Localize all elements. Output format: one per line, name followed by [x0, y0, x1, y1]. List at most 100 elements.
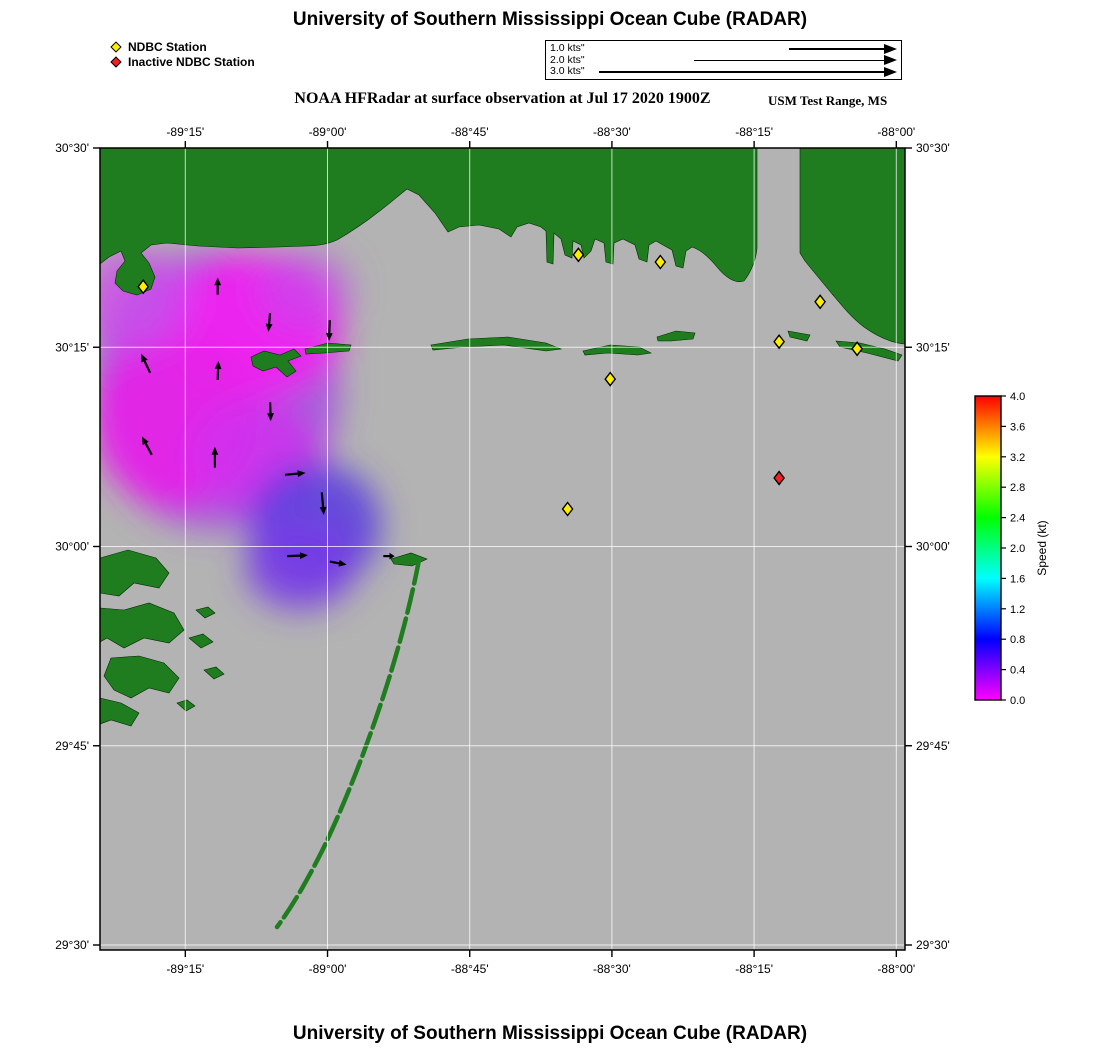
lon-label-bottom: -89°15'	[166, 962, 204, 976]
vector-scale-row: 2.0 kts"	[546, 53, 901, 67]
vector-scale-row: 3.0 kts"	[546, 66, 901, 78]
current-vector-shaft	[284, 472, 298, 476]
lon-label-top: -88°30'	[593, 125, 631, 139]
chandeleur-islands	[274, 557, 422, 930]
station-legend: NDBC Station Inactive NDBC Station	[110, 39, 255, 69]
ndbc-station-icon	[110, 40, 122, 53]
coastal-island-east-1	[787, 330, 811, 342]
current-vector-shaft	[329, 560, 340, 565]
vector-scale-box: 1.0 kts" 2.0 kts" 3.0 kts"	[545, 40, 902, 80]
speed-field-blob	[244, 518, 357, 611]
colorbar-tick-label: 2.8	[1010, 482, 1025, 494]
lon-label-top: -88°45'	[451, 125, 489, 139]
colorbar-tick-label: 3.2	[1010, 452, 1025, 464]
vector-scale-line	[694, 59, 884, 61]
current-vectors-layer	[141, 277, 395, 567]
current-vector-head	[338, 559, 347, 567]
legend-label-inactive: Inactive NDBC Station	[128, 54, 255, 69]
colorbar-tick-label: 1.6	[1010, 573, 1025, 585]
ndbc-station-marker	[604, 371, 617, 387]
marsh-islets	[176, 606, 225, 712]
marsh-patch-3	[103, 655, 180, 699]
lat-label-right: 30°00'	[916, 540, 950, 554]
map-frame	[99, 147, 906, 951]
region-label: USM Test Range, MS	[768, 93, 888, 108]
colorbar-tick-label: 4.0	[1010, 391, 1025, 403]
ndbc-station-marker	[814, 294, 826, 310]
page-title: University of Southern Mississippi Ocean…	[292, 9, 808, 30]
current-vector-shaft	[144, 442, 153, 456]
lon-label-bottom: -89°00'	[309, 962, 347, 976]
ndbc-station-marker	[773, 334, 785, 350]
current-vector-head	[319, 506, 327, 515]
map-subtitle: NOAA HFRadar at surface observation at J…	[294, 90, 711, 107]
legend-row-inactive: Inactive NDBC Station	[110, 54, 255, 69]
lat-label-left: 30°30'	[55, 141, 89, 155]
lat-label-left: 30°15'	[55, 340, 89, 354]
current-vector-head	[141, 353, 148, 363]
vector-scale-arrowhead-icon	[884, 66, 897, 77]
vector-scale-row: 1.0 kts"	[546, 43, 901, 55]
vector-scale-label: 2.0 kts"	[550, 53, 585, 66]
lat-label-left: 29°45'	[55, 739, 89, 753]
land-layer	[100, 148, 905, 930]
inactive-ndbc-station-marker	[773, 470, 785, 486]
current-vector-head	[211, 446, 219, 455]
vector-scale-arrowhead-icon	[884, 43, 897, 54]
dauphin-island-west	[656, 330, 696, 342]
vector-scale-label: 1.0 kts"	[550, 42, 585, 54]
colorbar-tick-label: 2.4	[1010, 513, 1025, 525]
lat-label-right: 29°30'	[916, 938, 950, 952]
ndbc-station-marker	[572, 247, 585, 263]
current-vector-head	[325, 332, 333, 341]
legend-row-active: NDBC Station	[110, 39, 255, 54]
current-vector-head	[299, 552, 308, 559]
lat-label-left: 29°30'	[55, 938, 89, 952]
ndbc-station-marker	[137, 279, 150, 295]
colorbar-tick-label: 0.4	[1010, 665, 1025, 677]
current-vector-head	[141, 436, 149, 446]
speed-field-blob	[256, 247, 353, 332]
colorbar	[974, 395, 1002, 701]
lon-label-top: -89°15'	[166, 125, 204, 139]
inactive-ndbc-station-icon	[110, 55, 122, 68]
vector-scale-line	[789, 48, 884, 50]
current-vector-head	[297, 470, 306, 477]
current-vector-head	[389, 552, 395, 560]
colorbar-tick-label: 1.2	[1010, 604, 1025, 616]
lon-label-top: -88°00'	[877, 125, 915, 139]
ndbc-station-marker	[851, 341, 863, 357]
current-vector-shaft	[328, 320, 331, 334]
marsh-patch-4	[100, 697, 140, 727]
current-vector-head	[214, 277, 222, 286]
axis-layer: -89°15' -89°15' -89°00' -89°00' -88°45' -88°4…	[55, 125, 950, 976]
vector-scale-arrowhead-icon	[884, 55, 897, 65]
marsh-patch-2	[100, 602, 185, 649]
vector-scale-line	[599, 71, 884, 73]
lon-label-bottom: -88°00'	[877, 962, 915, 976]
colorbar-tick-label: 3.6	[1010, 421, 1025, 433]
current-vector-shaft	[320, 492, 325, 508]
colorbar-layer: 4.0 3.6 3.2 2.8 2.4 2.0 1.6 1.2 0.8 0.4 0.0 Speed (…	[974, 391, 1049, 707]
current-vector-shaft	[287, 554, 301, 558]
lat-label-right: 30°15'	[916, 340, 950, 354]
current-vector-head	[214, 360, 222, 370]
lon-label-top: -89°00'	[309, 125, 347, 139]
current-vector-head	[265, 323, 273, 332]
colorbar-axis-title: Speed (kt)	[1035, 520, 1049, 575]
colorbar-tick-label: 0.8	[1010, 634, 1025, 646]
current-vector-shaft	[268, 312, 272, 325]
coastal-island-east-2	[835, 340, 903, 362]
lat-label-right: 29°45'	[916, 739, 950, 753]
lon-label-bottom: -88°15'	[735, 962, 773, 976]
lat-label-left: 30°00'	[55, 540, 89, 554]
lon-label-bottom: -88°45'	[451, 962, 489, 976]
cat-island	[250, 348, 302, 378]
current-vector-shaft	[143, 360, 152, 374]
ndbc-station-marker	[654, 254, 667, 270]
stations-layer	[137, 247, 863, 517]
vector-scale-label: 3.0 kts"	[550, 65, 585, 77]
marsh-patch-1	[100, 549, 170, 597]
